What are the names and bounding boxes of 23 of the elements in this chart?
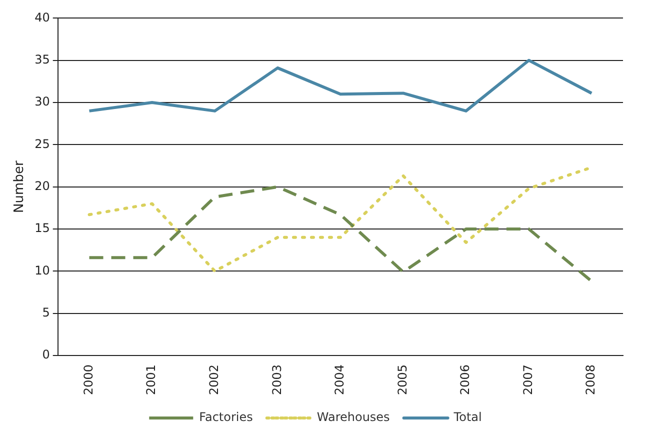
x-tick-label: 2007 (520, 364, 535, 396)
legend-label: Factories (199, 410, 253, 424)
x-tick-label: 2000 (81, 364, 96, 396)
x-tick-label: 2004 (332, 364, 347, 396)
x-tick-label: 2001 (144, 364, 158, 396)
legend-label: Total (452, 410, 482, 424)
y-tick-label: 40 (34, 10, 50, 24)
x-tick-label: 2003 (270, 364, 284, 396)
y-tick-label: 25 (34, 136, 50, 151)
y-tick-label: 35 (34, 52, 50, 66)
x-tick-label: 2005 (395, 364, 410, 396)
y-tick-label: 5 (42, 305, 50, 320)
x-tick-label: 2006 (458, 364, 472, 396)
y-tick-label: 10 (34, 263, 50, 278)
line-series (88, 185, 594, 283)
x-tick-label: 2008 (584, 364, 598, 396)
y-tick-label: 0 (42, 348, 50, 362)
y-tick-label: 20 (34, 178, 50, 193)
y-tick-label: 15 (34, 221, 50, 236)
y-tick-label: 30 (34, 94, 50, 109)
x-tick-label: 2002 (206, 364, 221, 396)
y-axis-title: Number (12, 160, 28, 213)
legend-label: Warehouses (316, 410, 390, 424)
